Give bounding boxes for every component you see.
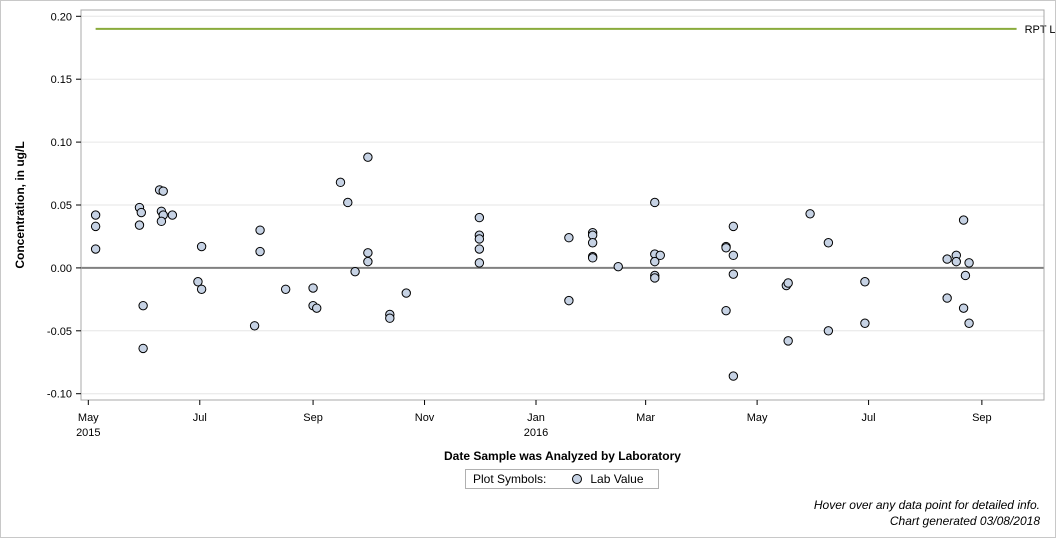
data-point bbox=[167, 210, 178, 220]
data-point bbox=[90, 244, 101, 254]
data-point bbox=[335, 177, 346, 188]
data-point bbox=[156, 216, 167, 227]
data-point bbox=[474, 212, 485, 223]
data-point bbox=[385, 313, 395, 323]
data-point bbox=[650, 273, 660, 283]
y-tick-label: 0.10 bbox=[51, 137, 72, 149]
data-point bbox=[280, 284, 291, 294]
data-point bbox=[805, 209, 815, 219]
x-tick-label: Jul bbox=[193, 412, 207, 424]
y-tick-label: 0.05 bbox=[51, 200, 72, 212]
data-point bbox=[196, 284, 207, 294]
x-tick-label: May bbox=[747, 412, 768, 424]
data-point bbox=[138, 300, 148, 311]
data-point bbox=[964, 258, 974, 268]
points-layer bbox=[90, 152, 974, 381]
data-point bbox=[783, 336, 793, 346]
data-point bbox=[158, 186, 168, 196]
y-tick-label: 0.20 bbox=[51, 11, 72, 23]
y-tick-label: 0.15 bbox=[51, 74, 72, 86]
y-tick-label: -0.10 bbox=[47, 389, 72, 401]
data-point bbox=[587, 253, 598, 263]
x-tick-label: May bbox=[78, 412, 99, 424]
data-point bbox=[474, 234, 485, 244]
data-point bbox=[728, 221, 739, 232]
data-point bbox=[958, 303, 969, 313]
y-tick-label: -0.05 bbox=[47, 326, 72, 338]
x-tick-year-label: 2015 bbox=[76, 427, 100, 439]
data-point bbox=[134, 220, 145, 230]
data-point bbox=[255, 246, 265, 257]
x-tick-year-label: 2016 bbox=[524, 427, 548, 439]
data-point bbox=[193, 277, 203, 287]
data-point bbox=[613, 261, 623, 272]
data-point bbox=[860, 318, 870, 328]
data-point bbox=[136, 207, 147, 218]
x-axis-title: Date Sample was Analyzed by Laboratory bbox=[444, 449, 681, 463]
data-point bbox=[942, 293, 952, 303]
rpt-level-label: RPT Level bbox=[1025, 24, 1055, 36]
legend-entry-label: Lab Value bbox=[590, 472, 644, 486]
reference-layer: RPT Level bbox=[81, 24, 1055, 269]
data-point bbox=[951, 256, 961, 267]
data-point bbox=[655, 250, 665, 261]
legend-marker-icon bbox=[572, 474, 583, 484]
generated-date-note: Chart generated 03/08/2018 bbox=[889, 514, 1040, 528]
footnotes: Hover over any data point for detailed i… bbox=[814, 497, 1040, 529]
y-axis-title: Concentration, in ug/L bbox=[13, 141, 27, 268]
x-tick-label: Jan bbox=[527, 412, 545, 424]
data-point bbox=[90, 210, 101, 220]
data-point bbox=[474, 244, 485, 254]
hover-hint-note: Hover over any data point for detailed i… bbox=[813, 498, 1040, 512]
data-point bbox=[363, 256, 373, 267]
data-point bbox=[90, 221, 101, 232]
data-point bbox=[138, 343, 148, 354]
data-point bbox=[860, 277, 870, 287]
x-tick-label: Sep bbox=[303, 412, 323, 424]
data-point bbox=[401, 288, 411, 298]
data-point bbox=[728, 250, 739, 261]
data-point bbox=[942, 254, 952, 264]
data-point bbox=[474, 258, 485, 268]
data-point bbox=[196, 241, 207, 252]
legend: Plot Symbols: Lab Value bbox=[465, 469, 659, 489]
data-point bbox=[823, 238, 834, 248]
data-point bbox=[255, 225, 265, 235]
data-point bbox=[363, 248, 373, 258]
data-point bbox=[308, 283, 318, 293]
data-point bbox=[587, 238, 598, 248]
data-point bbox=[721, 305, 731, 316]
data-point bbox=[650, 197, 660, 208]
data-point bbox=[823, 326, 834, 336]
data-point bbox=[564, 295, 574, 306]
data-point bbox=[363, 152, 373, 162]
data-point bbox=[728, 371, 739, 381]
data-point bbox=[964, 318, 974, 328]
legend-title: Plot Symbols: bbox=[473, 472, 547, 486]
x-tick-label: Nov bbox=[415, 412, 435, 424]
data-point bbox=[249, 321, 260, 331]
x-tick-label: Jul bbox=[862, 412, 876, 424]
data-point bbox=[343, 197, 353, 208]
data-point bbox=[650, 256, 660, 267]
data-point bbox=[312, 303, 322, 313]
data-point bbox=[350, 266, 360, 277]
x-tick-label: Mar bbox=[636, 412, 655, 424]
data-point bbox=[564, 233, 574, 243]
x-tick-label: Sep bbox=[972, 412, 992, 424]
gridlines bbox=[81, 15, 1044, 395]
data-point bbox=[728, 269, 739, 279]
data-point bbox=[721, 243, 731, 253]
data-point bbox=[783, 278, 793, 288]
data-point bbox=[960, 270, 971, 281]
y-tick-label: 0.00 bbox=[51, 263, 72, 275]
axes-layer: 0.20 0.15 0.10 0.05 0.00 -0.05 -0.10 May 2015 Jul… bbox=[47, 11, 992, 439]
data-point bbox=[958, 215, 969, 225]
